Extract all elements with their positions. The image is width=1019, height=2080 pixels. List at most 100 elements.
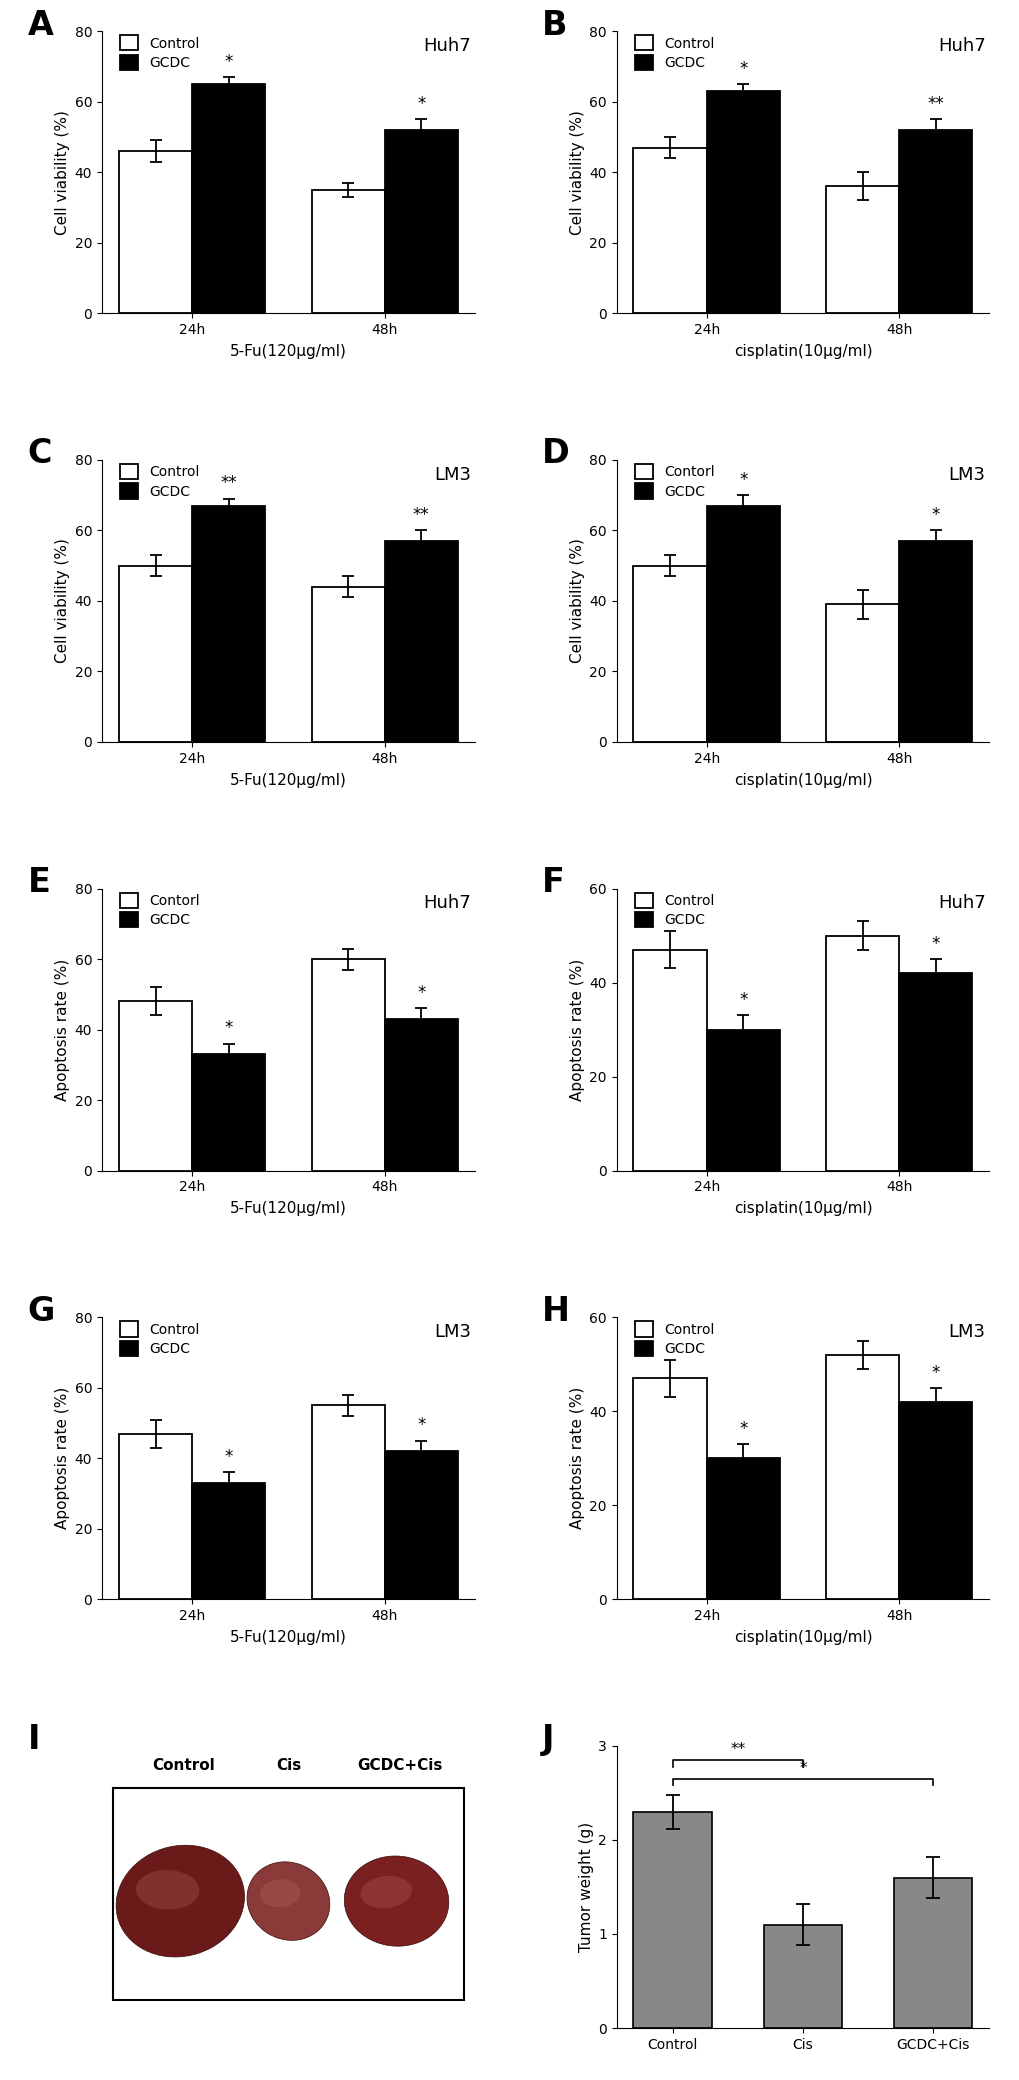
Text: B: B — [541, 8, 567, 42]
Legend: Control, GCDC: Control, GCDC — [634, 1321, 713, 1356]
Bar — [384, 1019, 458, 1171]
X-axis label: 5-Fu(120μg/ml): 5-Fu(120μg/ml) — [229, 1202, 346, 1217]
Bar — [706, 92, 780, 314]
Text: *: * — [739, 1421, 747, 1437]
Bar — [633, 566, 706, 743]
Text: **: ** — [926, 96, 944, 112]
Bar — [706, 1030, 780, 1171]
Bar — [119, 1000, 192, 1171]
Legend: Control, GCDC: Control, GCDC — [120, 35, 200, 71]
Text: *: * — [930, 934, 940, 953]
Text: *: * — [798, 1762, 806, 1776]
Text: E: E — [28, 865, 50, 899]
Text: **: ** — [220, 474, 236, 493]
Y-axis label: Apoptosis rate (%): Apoptosis rate (%) — [55, 1387, 70, 1529]
Bar — [763, 1924, 842, 2028]
X-axis label: cisplatin(10μg/ml): cisplatin(10μg/ml) — [733, 1202, 871, 1217]
Text: H: H — [541, 1294, 570, 1327]
Bar — [899, 973, 971, 1171]
Ellipse shape — [344, 1855, 448, 1947]
X-axis label: cisplatin(10μg/ml): cisplatin(10μg/ml) — [733, 1631, 871, 1645]
Ellipse shape — [136, 1870, 199, 1909]
Legend: Control, GCDC: Control, GCDC — [634, 35, 713, 71]
Y-axis label: Apoptosis rate (%): Apoptosis rate (%) — [570, 959, 585, 1100]
Text: LM3: LM3 — [948, 1323, 984, 1342]
Bar — [192, 83, 265, 314]
Bar — [119, 1433, 192, 1600]
Bar — [633, 148, 706, 314]
Text: A: A — [28, 8, 53, 42]
Bar — [119, 566, 192, 743]
Bar — [633, 951, 706, 1171]
Ellipse shape — [247, 1862, 329, 1941]
Text: **: ** — [413, 505, 429, 524]
Text: Huh7: Huh7 — [937, 37, 984, 54]
Text: LM3: LM3 — [434, 1323, 471, 1342]
Bar — [899, 541, 971, 743]
Text: J: J — [541, 1724, 554, 1756]
Legend: Contorl, GCDC: Contorl, GCDC — [120, 892, 200, 928]
Text: Cis: Cis — [275, 1758, 301, 1774]
Bar — [894, 1878, 971, 2028]
Legend: Control, GCDC: Control, GCDC — [634, 892, 713, 928]
Bar — [633, 1379, 706, 1600]
Bar — [384, 129, 458, 314]
Bar — [899, 129, 971, 314]
Text: *: * — [739, 60, 747, 77]
Text: *: * — [224, 1019, 232, 1038]
Text: C: C — [28, 437, 52, 470]
Text: *: * — [739, 992, 747, 1009]
Legend: Control, GCDC: Control, GCDC — [120, 464, 200, 499]
Bar — [706, 1458, 780, 1600]
Bar — [192, 505, 265, 743]
Text: GCDC+Cis: GCDC+Cis — [358, 1758, 442, 1774]
Bar — [384, 1452, 458, 1600]
Text: **: ** — [730, 1743, 745, 1758]
Y-axis label: Cell viability (%): Cell viability (%) — [570, 110, 585, 235]
Y-axis label: Cell viability (%): Cell viability (%) — [55, 539, 70, 664]
Y-axis label: Apoptosis rate (%): Apoptosis rate (%) — [570, 1387, 585, 1529]
Bar — [113, 1789, 464, 1999]
Bar — [192, 1055, 265, 1171]
Text: *: * — [417, 984, 425, 1003]
X-axis label: 5-Fu(120μg/ml): 5-Fu(120μg/ml) — [229, 1631, 346, 1645]
Text: *: * — [224, 52, 232, 71]
Bar — [899, 1402, 971, 1600]
Text: D: D — [541, 437, 570, 470]
Bar — [311, 189, 384, 314]
Bar — [825, 1354, 899, 1600]
Text: *: * — [930, 505, 940, 524]
X-axis label: 5-Fu(120μg/ml): 5-Fu(120μg/ml) — [229, 772, 346, 788]
Text: LM3: LM3 — [434, 466, 471, 483]
Y-axis label: Tumor weight (g): Tumor weight (g) — [578, 1822, 593, 1951]
Bar — [633, 1812, 711, 2028]
X-axis label: 5-Fu(120μg/ml): 5-Fu(120μg/ml) — [229, 343, 346, 360]
Text: I: I — [28, 1724, 40, 1756]
Bar — [706, 505, 780, 743]
Ellipse shape — [116, 1845, 245, 1957]
X-axis label: cisplatin(10μg/ml): cisplatin(10μg/ml) — [733, 343, 871, 360]
Y-axis label: Apoptosis rate (%): Apoptosis rate (%) — [55, 959, 70, 1100]
Text: Huh7: Huh7 — [937, 894, 984, 913]
Text: Huh7: Huh7 — [423, 894, 471, 913]
Y-axis label: Cell viability (%): Cell viability (%) — [570, 539, 585, 664]
Text: Control: Control — [153, 1758, 215, 1774]
Text: *: * — [224, 1448, 232, 1466]
Bar — [825, 605, 899, 743]
Text: *: * — [930, 1364, 940, 1381]
Ellipse shape — [260, 1878, 301, 1907]
Bar — [384, 541, 458, 743]
Text: G: G — [28, 1294, 55, 1327]
Bar — [311, 587, 384, 743]
Text: *: * — [739, 470, 747, 489]
Text: Huh7: Huh7 — [423, 37, 471, 54]
Bar — [119, 152, 192, 314]
Legend: Control, GCDC: Control, GCDC — [120, 1321, 200, 1356]
Text: *: * — [417, 96, 425, 112]
Bar — [825, 187, 899, 314]
Bar — [311, 1406, 384, 1600]
X-axis label: cisplatin(10μg/ml): cisplatin(10μg/ml) — [733, 772, 871, 788]
Ellipse shape — [360, 1876, 412, 1907]
Text: *: * — [417, 1416, 425, 1435]
Text: LM3: LM3 — [948, 466, 984, 483]
